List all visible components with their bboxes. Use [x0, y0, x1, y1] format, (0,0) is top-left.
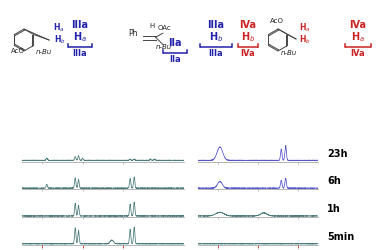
Text: H$_a$: H$_a$: [53, 22, 64, 34]
Text: IIIa: IIIa: [209, 50, 223, 58]
Text: AcO: AcO: [11, 48, 25, 54]
Text: n-Bu: n-Bu: [36, 49, 52, 55]
Text: 5min: 5min: [327, 232, 354, 242]
Text: H$_a$: H$_a$: [299, 22, 310, 34]
Text: IIa: IIa: [169, 56, 181, 64]
Text: H$_a$: H$_a$: [351, 30, 365, 44]
Text: 23h: 23h: [327, 148, 348, 158]
Text: H: H: [150, 24, 155, 30]
Text: n-Bu: n-Bu: [281, 50, 297, 56]
Text: 1h: 1h: [327, 204, 341, 214]
Text: n-Bu: n-Bu: [156, 44, 172, 50]
Text: 6h: 6h: [327, 176, 341, 186]
Text: IIa: IIa: [168, 38, 182, 48]
Text: IVa: IVa: [351, 50, 365, 58]
Text: IVa: IVa: [241, 50, 255, 58]
Text: H$_a$: H$_a$: [73, 30, 87, 44]
Text: IIIa: IIIa: [71, 20, 89, 30]
Text: AcO: AcO: [270, 18, 284, 24]
Text: OAc: OAc: [158, 25, 171, 31]
Text: H$_b$: H$_b$: [209, 30, 223, 44]
Text: IIIa: IIIa: [73, 50, 87, 58]
Text: IVa: IVa: [350, 20, 367, 30]
Text: H$_b$: H$_b$: [54, 33, 65, 46]
Text: IIIa: IIIa: [207, 20, 225, 30]
Text: IVa: IVa: [240, 20, 256, 30]
Text: H$_b$: H$_b$: [299, 33, 310, 46]
Text: H$_b$: H$_b$: [241, 30, 255, 44]
Text: Ph: Ph: [129, 30, 138, 38]
